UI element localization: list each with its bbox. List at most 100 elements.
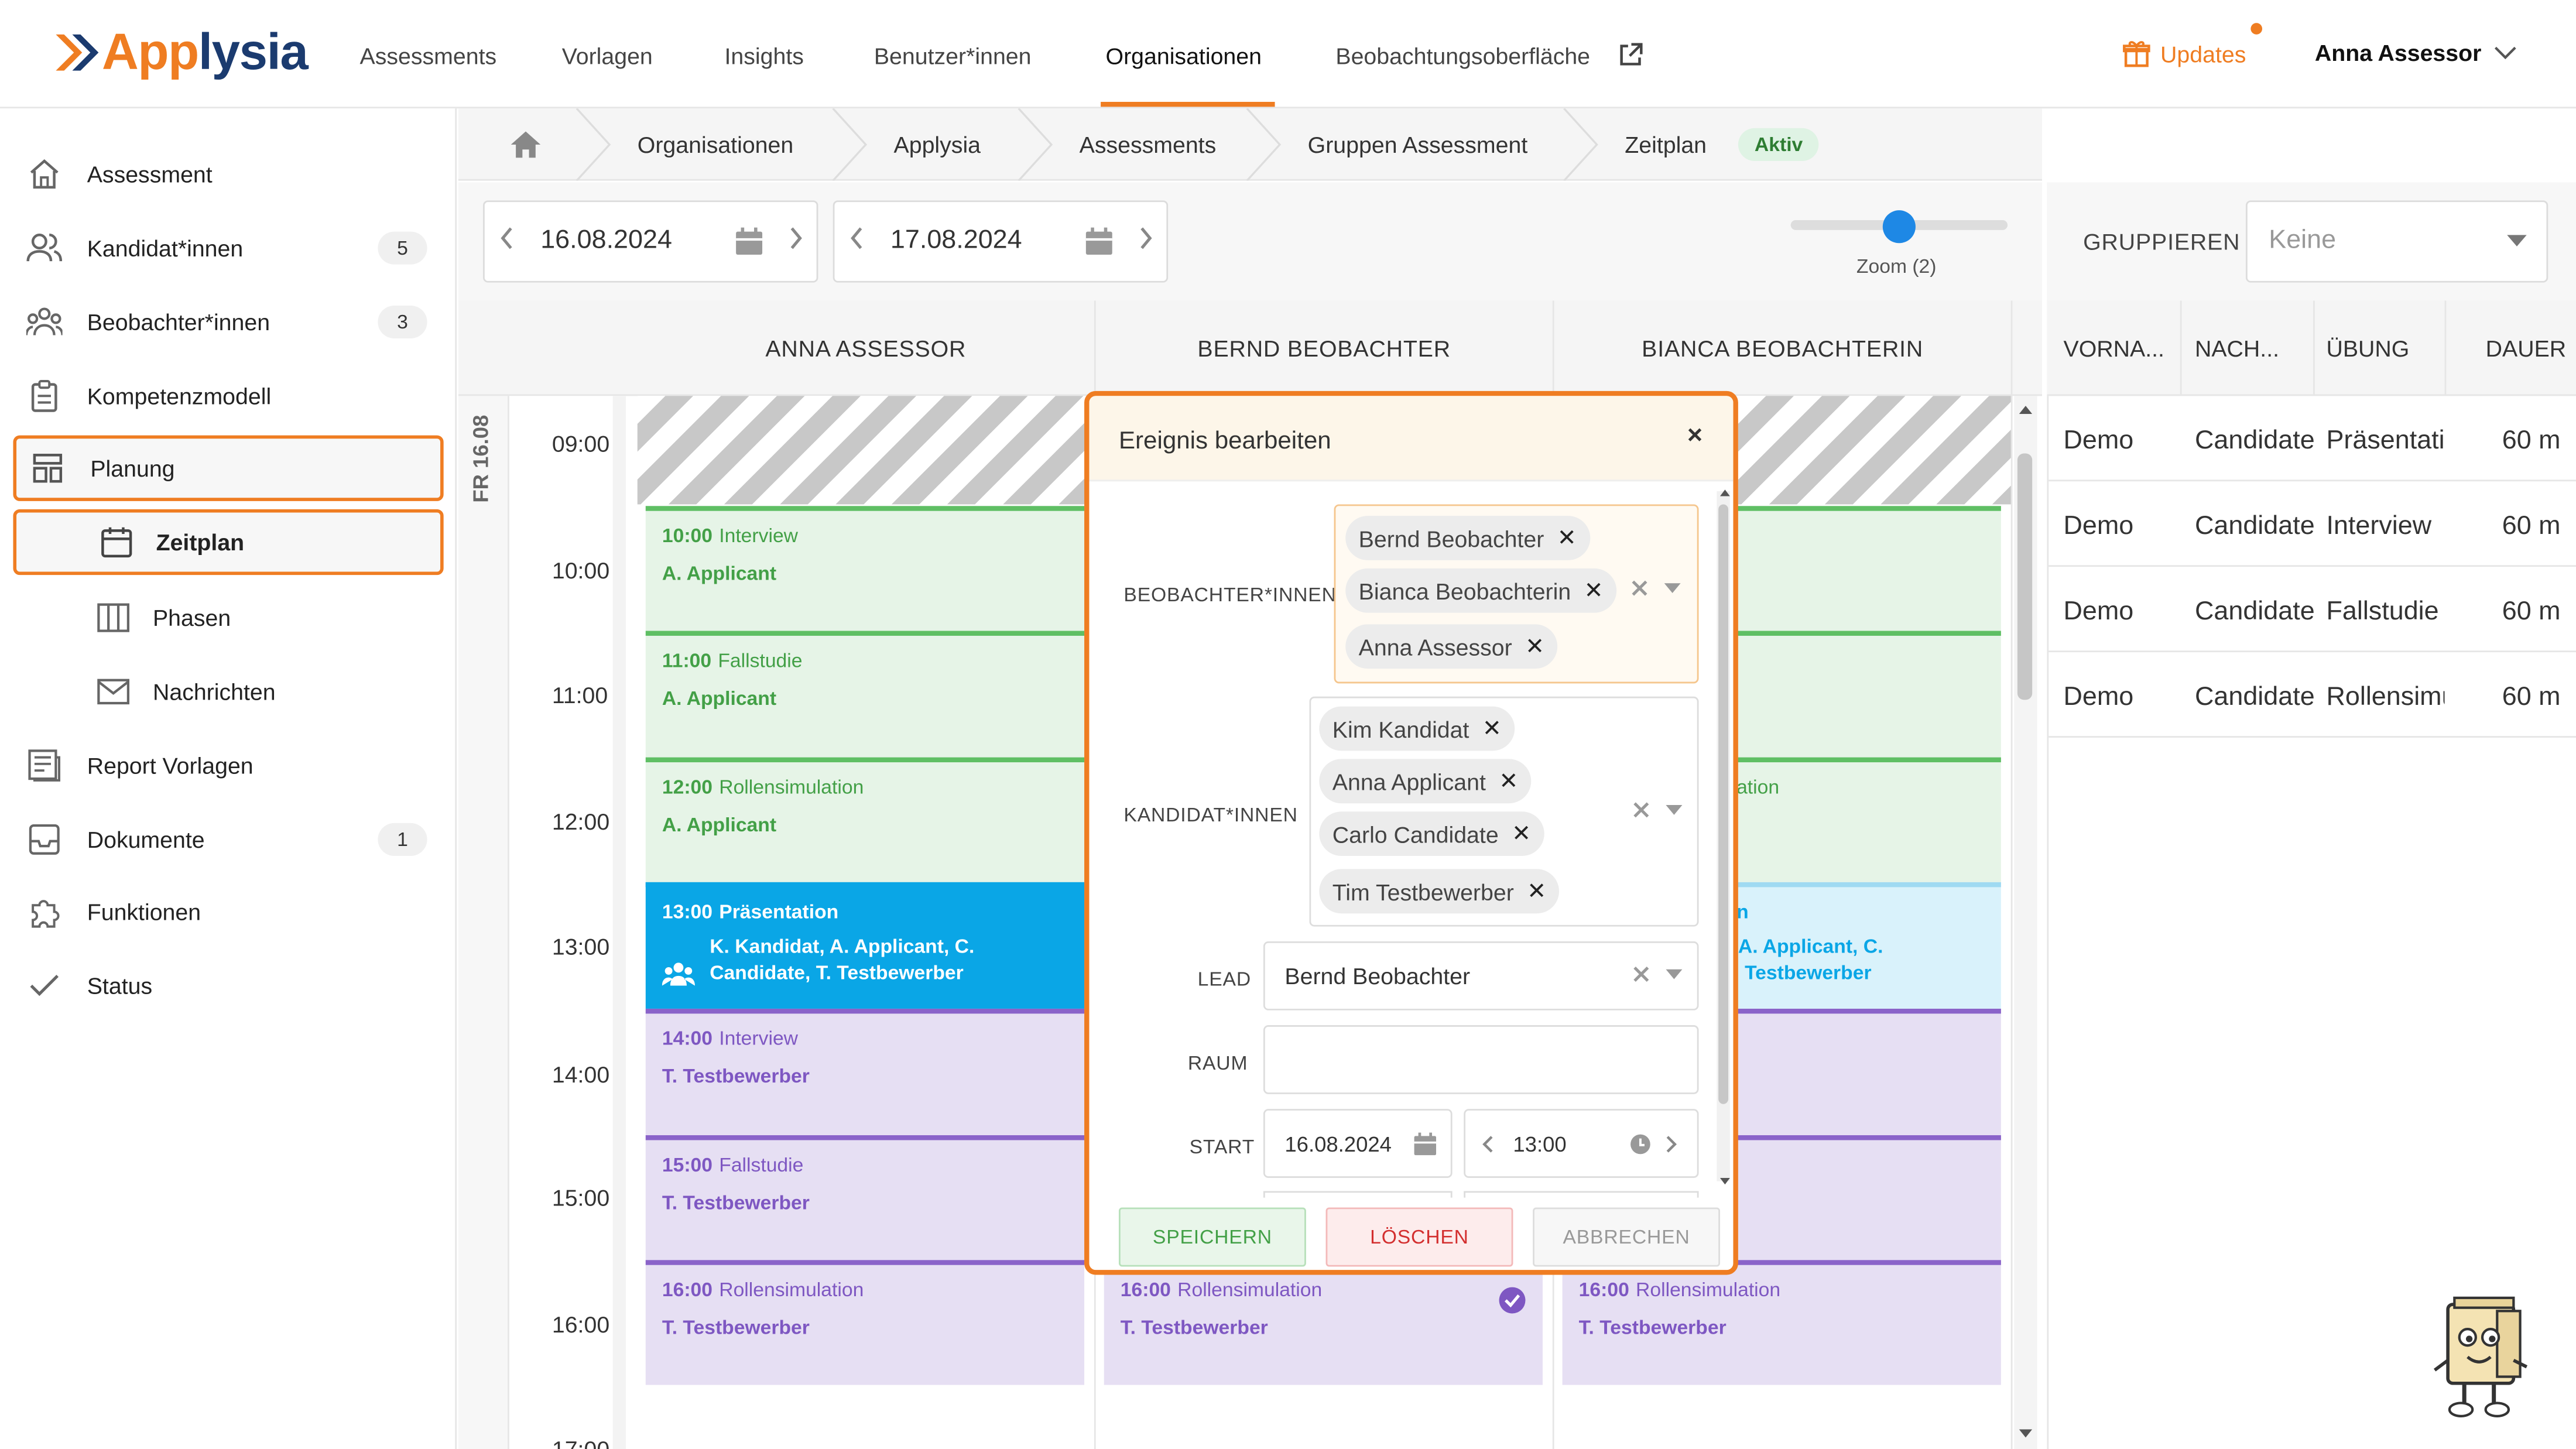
caret-down-icon[interactable] [1666, 968, 1683, 980]
table-cell: Candidate [2194, 427, 2315, 455]
start-time-input[interactable]: 13:00 [1464, 1109, 1699, 1178]
room-input[interactable] [1263, 1025, 1699, 1094]
zoom-slider-handle[interactable] [1882, 210, 1916, 244]
event-card[interactable]: 11:00 Fallstudie A. Applicant [645, 631, 1085, 758]
calendar-icon[interactable] [1413, 1132, 1437, 1156]
sidebar-item-beobachterinnen[interactable]: Beobachter*innen 3 [13, 289, 443, 355]
caret-down-icon[interactable] [1664, 582, 1681, 594]
remove-tag-icon[interactable]: ✕ [1584, 576, 1604, 603]
start-date-picker[interactable]: 16.08.2024 [482, 200, 818, 283]
clear-icon[interactable] [1633, 801, 1649, 818]
remove-tag-icon[interactable]: ✕ [1527, 877, 1547, 904]
sidebar-item-zeitplan[interactable]: Zeitplan [13, 509, 444, 576]
chevron-left-icon[interactable] [1482, 1135, 1493, 1153]
user-menu[interactable]: Anna Assessor [2315, 39, 2517, 66]
sidebar-item-kompetenzmodell[interactable]: Kompetenzmodell [13, 363, 443, 429]
nav-organisationen[interactable]: Organisationen [1105, 42, 1262, 69]
scroll-up-icon[interactable] [2019, 404, 2033, 415]
start-date-input[interactable]: 16.08.2024 [1263, 1109, 1453, 1178]
assistant-mascot-icon[interactable] [2428, 1294, 2543, 1419]
column-header-uebung[interactable]: ÜBUNG [2326, 335, 2410, 362]
clock-icon[interactable] [1630, 1133, 1651, 1155]
nav-assessments[interactable]: Assessments [359, 42, 497, 69]
candidates-multiselect[interactable]: Kim Kandidat ✕ Anna Applicant ✕ Carlo Cand… [1309, 696, 1699, 927]
event-card[interactable]: 10:00 Interview A. Applicant [645, 506, 1085, 631]
sidebar-item-status[interactable]: Status [13, 953, 443, 1019]
caret-down-icon[interactable] [1666, 804, 1683, 816]
clear-icon[interactable] [1633, 966, 1649, 982]
room-label: RAUM [1187, 1051, 1248, 1075]
lead-value: Bernd Beobachter [1284, 962, 1471, 989]
nav-insights[interactable]: Insights [724, 42, 804, 69]
dialog-scrollbar-thumb[interactable] [1718, 504, 1729, 1104]
event-card-selected[interactable]: 13:00 Präsentation K. Kandidat, A. Applic… [645, 882, 1085, 1009]
time-label: 11:00 [551, 681, 608, 708]
gift-icon [2123, 41, 2150, 67]
table-row[interactable]: Demo Candidate Präsentati 60 m [2047, 396, 2576, 482]
next-day-button[interactable] [774, 226, 817, 257]
count-badge: 5 [378, 231, 427, 265]
event-participants: K. Kandidat, A. Applicant, C. Candidate,… [710, 934, 975, 984]
breadcrumb-assessments[interactable]: Assessments [1079, 131, 1217, 158]
sidebar-item-report-vorlagen[interactable]: Report Vorlagen [13, 733, 443, 799]
save-button[interactable]: SPEICHERN [1118, 1207, 1306, 1267]
calendar-icon[interactable] [734, 227, 764, 256]
table-cell: Candidate [2194, 512, 2315, 541]
updates-button[interactable]: Updates [2123, 39, 2246, 67]
external-link-icon[interactable] [1618, 43, 1643, 67]
close-icon[interactable]: × [1687, 422, 1703, 450]
event-card[interactable]: 16:00 Rollensimulation T. Testbewerber [1562, 1260, 2001, 1385]
group-icon [26, 304, 63, 340]
clear-icon[interactable] [1631, 580, 1647, 597]
next-day-button[interactable] [1123, 226, 1166, 257]
calendar-icon[interactable] [1084, 227, 1114, 256]
observers-multiselect[interactable]: Bernd Beobachter ✕ Bianca Beobachterin ✕ A… [1334, 504, 1699, 684]
breadcrumb-gruppen-assessment[interactable]: Gruppen Assessment [1307, 131, 1528, 158]
column-header-dauer[interactable]: DAUER [2485, 335, 2567, 362]
breadcrumb-organisationen[interactable]: Organisationen [637, 131, 794, 158]
prev-day-button[interactable] [835, 226, 878, 257]
event-card[interactable]: 16:00 Rollensimulation T. Testbewerber [1104, 1260, 1543, 1385]
event-card[interactable]: 16:00 Rollensimulation T. Testbewerber [645, 1260, 1085, 1385]
delete-button[interactable]: LÖSCHEN [1325, 1207, 1513, 1267]
scroll-up-icon[interactable] [1720, 489, 1730, 496]
scroll-down-icon[interactable] [2019, 1429, 2033, 1439]
scroll-down-icon[interactable] [1720, 1177, 1730, 1185]
cancel-button[interactable]: ABBRECHEN [1533, 1207, 1721, 1267]
table-header [2047, 300, 2576, 396]
home-icon[interactable] [509, 130, 542, 160]
remove-tag-icon[interactable]: ✕ [1525, 632, 1545, 659]
table-row[interactable]: Demo Candidate Rollensimu 60 m [2047, 652, 2576, 738]
breadcrumb-applysia[interactable]: Applysia [893, 131, 981, 158]
nav-beobachtungsoberflaeche[interactable]: Beobachtungsoberfläche [1335, 42, 1591, 69]
remove-tag-icon[interactable]: ✕ [1512, 820, 1532, 847]
sidebar-item-assessment[interactable]: Assessment [13, 141, 443, 207]
table-row[interactable]: Demo Candidate Fallstudie 60 m [2047, 567, 2576, 653]
prev-day-button[interactable] [485, 226, 527, 257]
table-cell: Rollensimu [2326, 683, 2445, 712]
chevron-right-icon[interactable] [1666, 1135, 1677, 1153]
nav-vorlagen[interactable]: Vorlagen [561, 42, 653, 69]
group-by-select[interactable]: Keine [2245, 200, 2548, 283]
sidebar-item-funktionen[interactable]: Funktionen [13, 879, 443, 944]
sidebar-item-dokumente[interactable]: Dokumente 1 [13, 807, 443, 872]
sidebar-item-nachrichten[interactable]: Nachrichten [13, 659, 443, 724]
column-header-vorname[interactable]: VORNA... [2063, 335, 2164, 362]
remove-tag-icon[interactable]: ✕ [1482, 714, 1502, 741]
sidebar-item-kandidatinnen[interactable]: Kandidat*innen 5 [13, 215, 443, 281]
event-card[interactable]: 14:00 Interview T. Testbewerber [645, 1008, 1085, 1136]
event-card[interactable]: 15:00 Fallstudie T. Testbewerber [645, 1135, 1085, 1262]
remove-tag-icon[interactable]: ✕ [1499, 767, 1519, 794]
applysia-logo[interactable]: Applysia [53, 23, 309, 82]
event-card[interactable]: 12:00 Rollensimulation A. Applicant [645, 757, 1085, 882]
nav-benutzer[interactable]: Benutzer*innen [873, 42, 1032, 69]
lead-select[interactable]: Bernd Beobachter [1263, 941, 1699, 1010]
sidebar-item-label: Kompetenzmodell [87, 382, 272, 409]
sidebar-item-planung[interactable]: Planung [13, 435, 444, 501]
remove-tag-icon[interactable]: ✕ [1557, 524, 1577, 551]
calendar-scrollbar-thumb[interactable] [2017, 453, 2033, 700]
end-date-picker[interactable]: 17.08.2024 [833, 200, 1169, 283]
column-header-nachname[interactable]: NACH... [2194, 335, 2280, 362]
table-row[interactable]: Demo Candidate Interview 60 m [2047, 481, 2576, 567]
sidebar-item-phasen[interactable]: Phasen [13, 585, 443, 650]
